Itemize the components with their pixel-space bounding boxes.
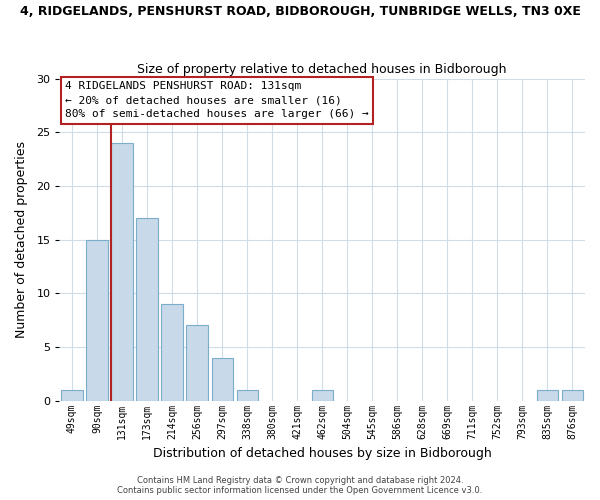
Bar: [161, 304, 183, 400]
Y-axis label: Number of detached properties: Number of detached properties: [15, 141, 28, 338]
Bar: [112, 143, 133, 401]
Bar: [136, 218, 158, 400]
Bar: [86, 240, 107, 400]
X-axis label: Distribution of detached houses by size in Bidborough: Distribution of detached houses by size …: [153, 447, 491, 460]
Text: 4 RIDGELANDS PENSHURST ROAD: 131sqm
← 20% of detached houses are smaller (16)
80: 4 RIDGELANDS PENSHURST ROAD: 131sqm ← 20…: [65, 82, 369, 120]
Text: Contains HM Land Registry data © Crown copyright and database right 2024.
Contai: Contains HM Land Registry data © Crown c…: [118, 476, 482, 495]
Bar: [236, 390, 258, 400]
Bar: [537, 390, 558, 400]
Bar: [311, 390, 333, 400]
Bar: [187, 326, 208, 400]
Bar: [212, 358, 233, 401]
Bar: [562, 390, 583, 400]
Bar: [61, 390, 83, 400]
Text: 4, RIDGELANDS, PENSHURST ROAD, BIDBOROUGH, TUNBRIDGE WELLS, TN3 0XE: 4, RIDGELANDS, PENSHURST ROAD, BIDBOROUG…: [20, 5, 580, 18]
Title: Size of property relative to detached houses in Bidborough: Size of property relative to detached ho…: [137, 63, 507, 76]
